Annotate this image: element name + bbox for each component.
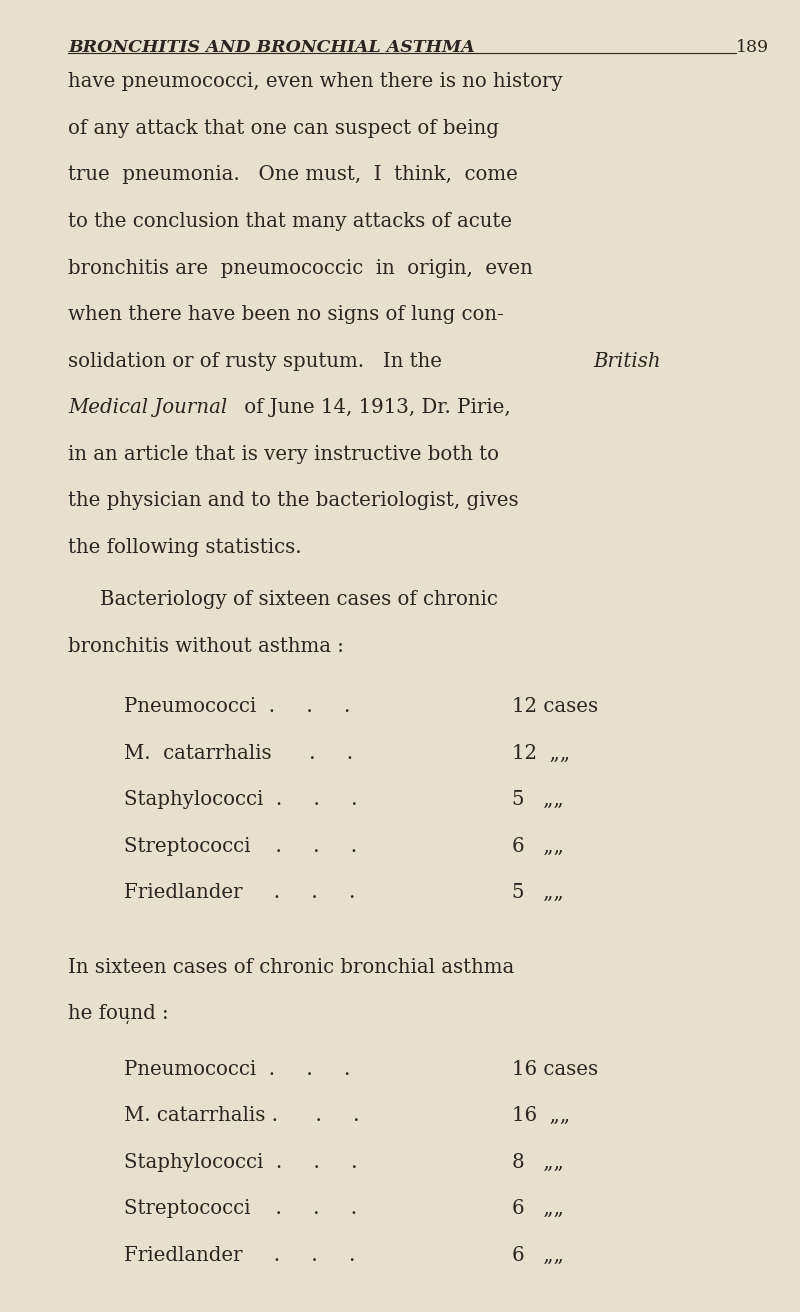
Text: have pneumococci, even when there is no history: have pneumococci, even when there is no …	[68, 72, 562, 92]
Text: the following statistics.: the following statistics.	[68, 538, 302, 556]
Text: Bacteriology of sixteen cases of chronic: Bacteriology of sixteen cases of chronic	[100, 590, 498, 609]
Text: ‘: ‘	[124, 1021, 129, 1034]
Text: to the conclusion that many attacks of acute: to the conclusion that many attacks of a…	[68, 213, 512, 231]
Text: BRONCHITIS AND BRONCHIAL ASTHMA: BRONCHITIS AND BRONCHIAL ASTHMA	[68, 38, 474, 55]
Text: bronchitis are  pneumococcic  in  origin,  even: bronchitis are pneumococcic in origin, e…	[68, 258, 533, 278]
Text: the physician and to the bacteriologist, gives: the physician and to the bacteriologist,…	[68, 491, 518, 510]
Text: In sixteen cases of chronic bronchial asthma: In sixteen cases of chronic bronchial as…	[68, 958, 514, 976]
Text: bronchitis without asthma :: bronchitis without asthma :	[68, 636, 344, 656]
Text: 16  „„: 16 „„	[512, 1106, 570, 1126]
Text: Streptococci    .     .     .: Streptococci . . .	[124, 1199, 357, 1219]
Text: when there have been no signs of lung con-: when there have been no signs of lung co…	[68, 304, 504, 324]
Text: in an article that is very instructive both to: in an article that is very instructive b…	[68, 445, 499, 463]
Text: British: British	[594, 352, 662, 370]
Text: Pneumococci  .     .     .: Pneumococci . . .	[124, 697, 350, 716]
Text: Streptococci    .     .     .: Streptococci . . .	[124, 837, 357, 855]
Text: 189: 189	[736, 38, 769, 55]
Text: of any attack that one can suspect of being: of any attack that one can suspect of be…	[68, 119, 499, 138]
Text: Pneumococci  .     .     .: Pneumococci . . .	[124, 1060, 350, 1078]
Text: solidation or of rusty sputum.   In the: solidation or of rusty sputum. In the	[68, 352, 448, 370]
Text: 6   „„: 6 „„	[512, 837, 564, 855]
Text: Friedlander     .     .     .: Friedlander . . .	[124, 883, 355, 903]
Text: 12  „„: 12 „„	[512, 744, 570, 762]
Text: M. catarrhalis .      .     .: M. catarrhalis . . .	[124, 1106, 359, 1126]
Text: 6   „„: 6 „„	[512, 1246, 564, 1265]
Text: 6   „„: 6 „„	[512, 1199, 564, 1219]
Text: Friedlander     .     .     .: Friedlander . . .	[124, 1246, 355, 1265]
Text: M.  catarrhalis      .     .: M. catarrhalis . .	[124, 744, 353, 762]
Text: of June 14, 1913, Dr. Pirie,: of June 14, 1913, Dr. Pirie,	[238, 398, 510, 417]
Text: 5   „„: 5 „„	[512, 790, 564, 810]
Text: Staphylococci  .     .     .: Staphylococci . . .	[124, 1153, 358, 1172]
Text: Medical Journal: Medical Journal	[68, 398, 227, 417]
Text: he found :: he found :	[68, 1004, 169, 1023]
Text: 8   „„: 8 „„	[512, 1153, 564, 1172]
Text: 5   „„: 5 „„	[512, 883, 564, 903]
Text: true  pneumonia.   One must,  I  think,  come: true pneumonia. One must, I think, come	[68, 165, 518, 185]
Text: Staphylococci  .     .     .: Staphylococci . . .	[124, 790, 358, 810]
Text: 16 cases: 16 cases	[512, 1060, 598, 1078]
Text: 12 cases: 12 cases	[512, 697, 598, 716]
